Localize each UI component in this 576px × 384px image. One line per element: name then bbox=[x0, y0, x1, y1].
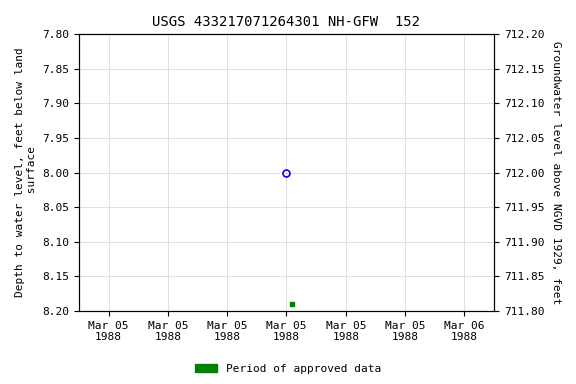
Y-axis label: Depth to water level, feet below land
 surface: Depth to water level, feet below land su… bbox=[15, 48, 37, 298]
Legend: Period of approved data: Period of approved data bbox=[191, 359, 385, 379]
Title: USGS 433217071264301 NH-GFW  152: USGS 433217071264301 NH-GFW 152 bbox=[153, 15, 420, 29]
Y-axis label: Groundwater level above NGVD 1929, feet: Groundwater level above NGVD 1929, feet bbox=[551, 41, 561, 304]
